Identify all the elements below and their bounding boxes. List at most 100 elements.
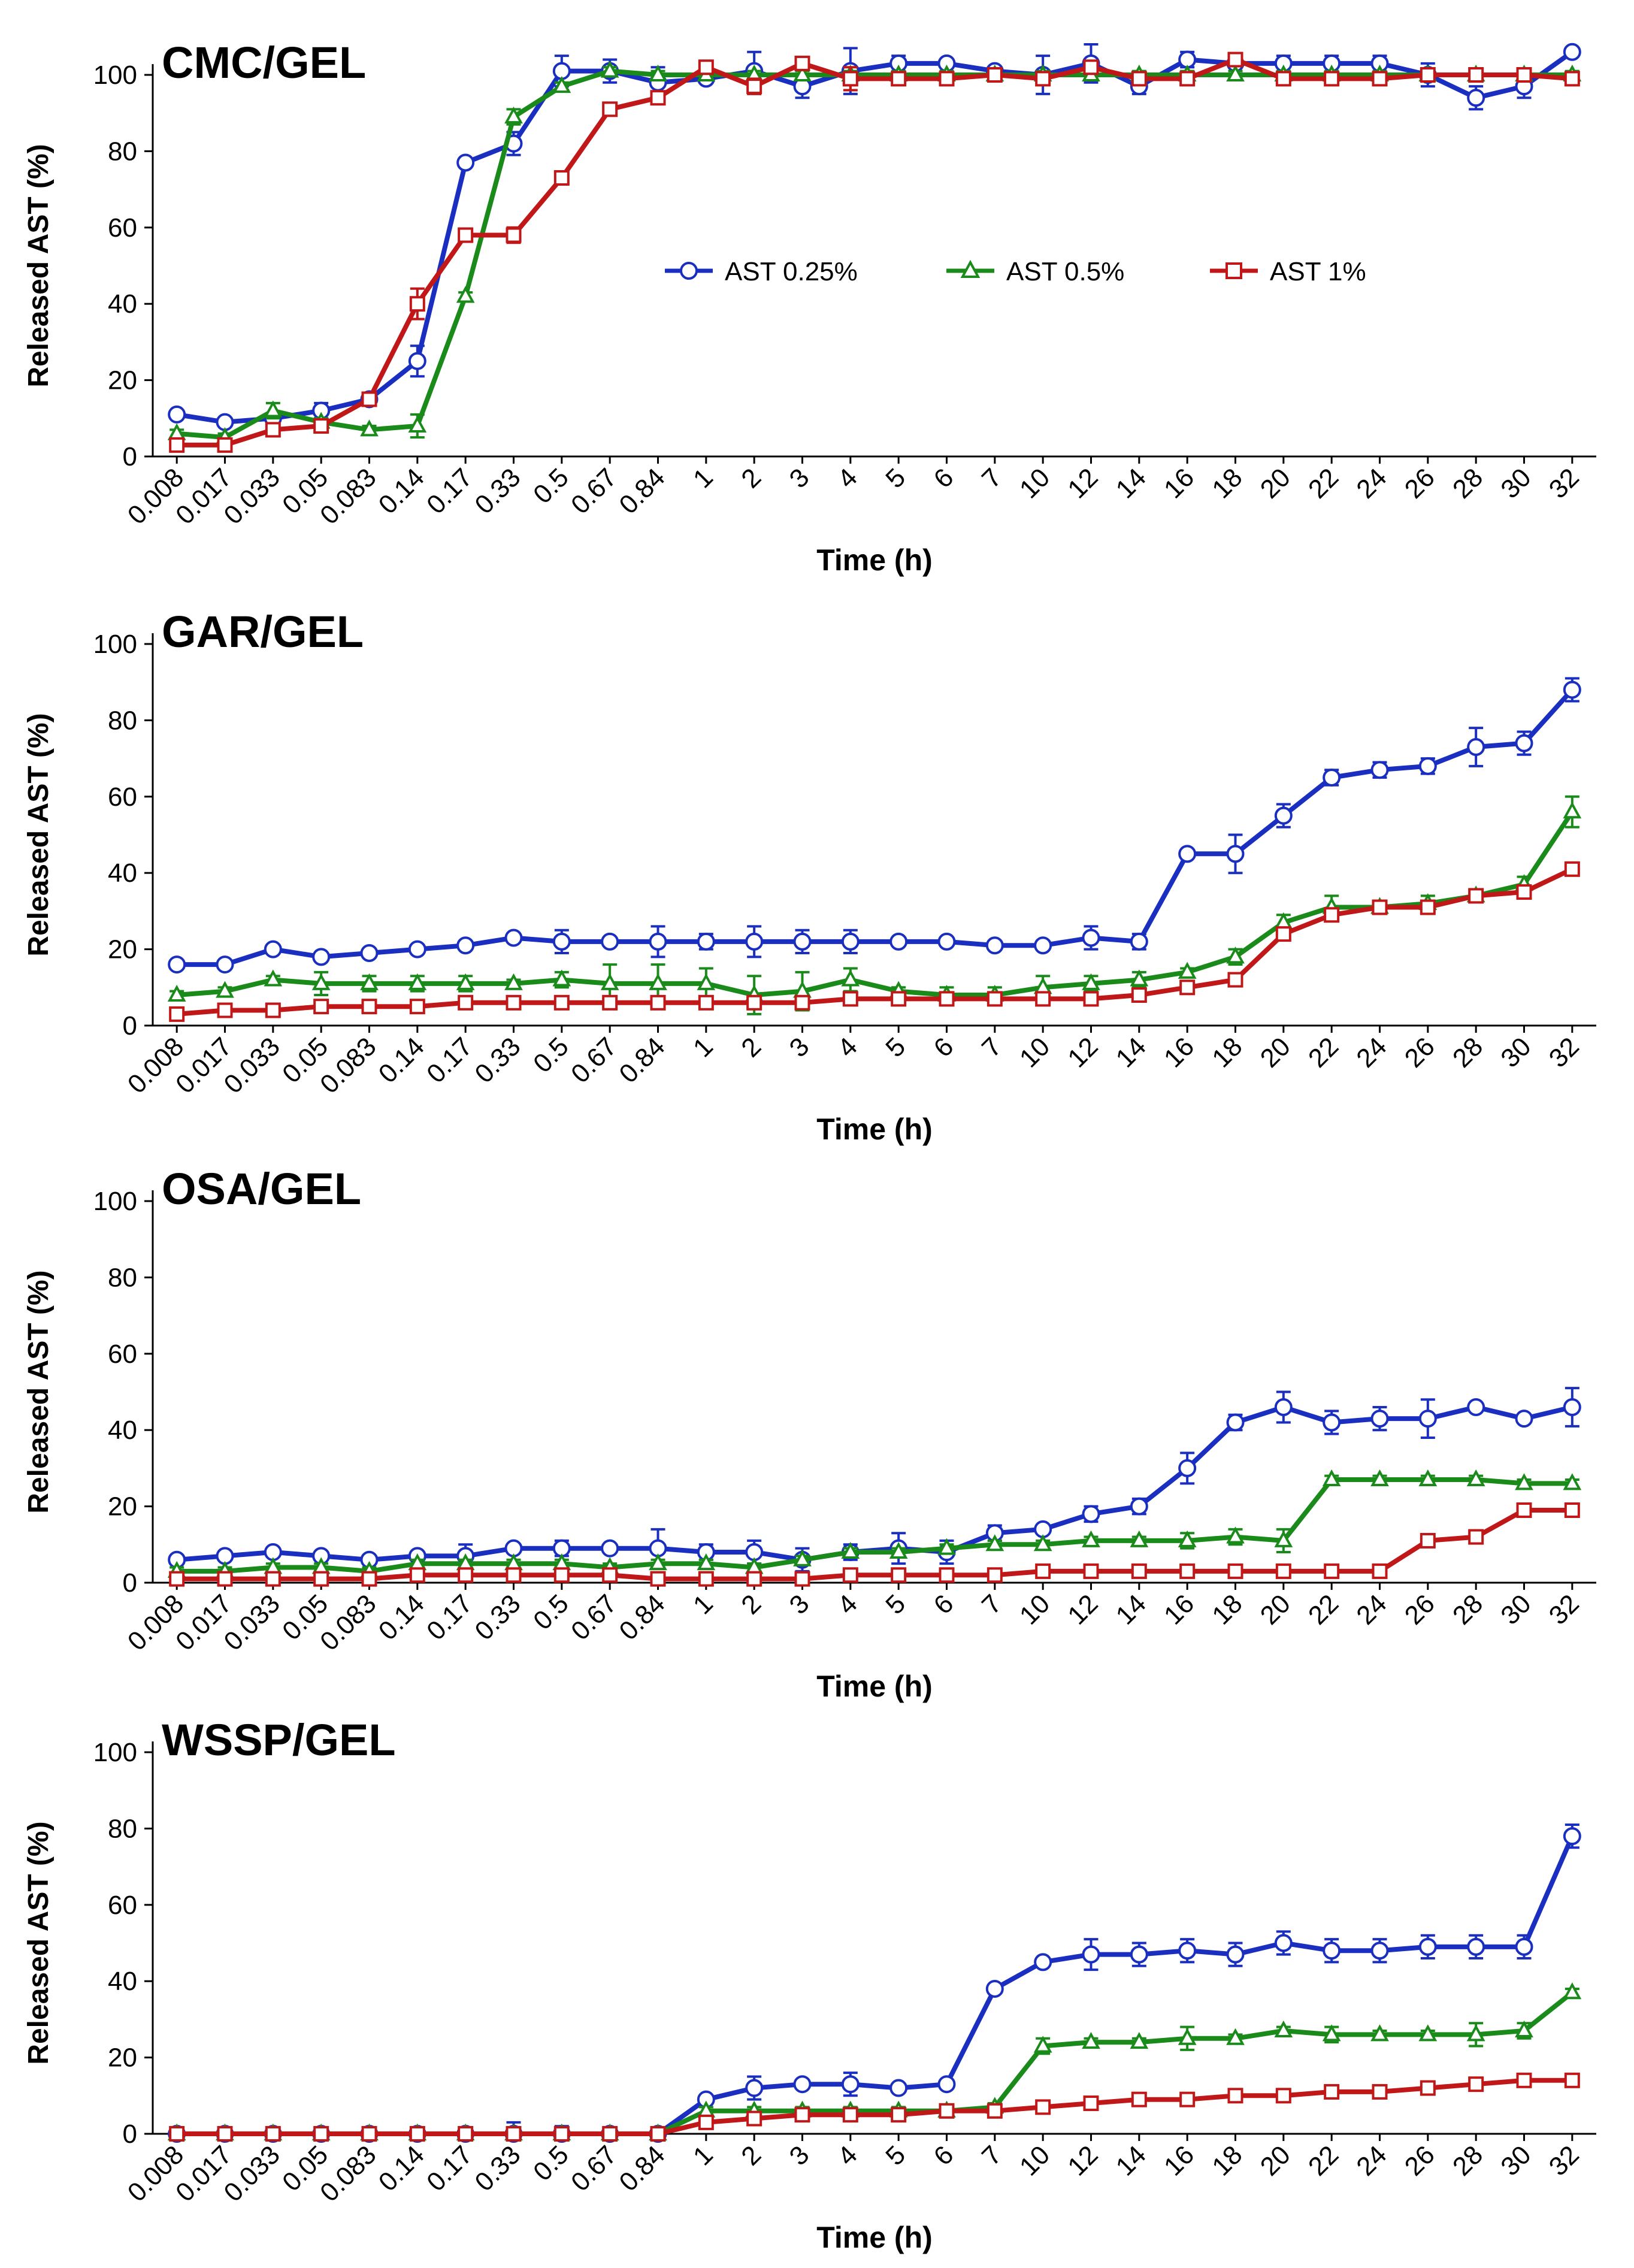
x-tick-label: 18 — [1206, 462, 1248, 504]
x-tick-label: 10 — [1014, 462, 1055, 504]
data-point — [841, 1541, 860, 1559]
data-point — [602, 101, 618, 117]
x-tick-label: 24 — [1351, 1589, 1392, 1630]
y-tick-label: 20 — [108, 1492, 137, 1522]
x-tick-label: 4 — [832, 2140, 863, 2171]
x-tick-label: 4 — [832, 1589, 863, 1620]
series-line — [176, 68, 1572, 440]
data-point — [1178, 961, 1197, 979]
data-point — [985, 936, 1004, 955]
data-point — [939, 991, 955, 1007]
data-point — [552, 969, 571, 987]
x-tick-label: 0.083 — [314, 462, 382, 530]
data-point — [1179, 979, 1196, 996]
x-tick-label: 0.033 — [218, 462, 286, 530]
x-tick-label: 30 — [1495, 2140, 1536, 2181]
data-point — [842, 1567, 858, 1583]
y-axis-label: Released AST (%) — [23, 1821, 55, 2064]
y-tick-label: 100 — [93, 630, 137, 659]
x-tick-label: 0.14 — [373, 1589, 430, 1646]
data-point — [169, 1006, 185, 1022]
data-point — [1083, 2095, 1099, 2112]
data-point — [1370, 2024, 1389, 2042]
data-point — [794, 994, 810, 1011]
data-point — [985, 1979, 1004, 1998]
data-point — [1515, 1937, 1533, 1956]
x-tick-label: 0.017 — [170, 462, 238, 530]
data-point — [698, 2114, 714, 2130]
data-point — [456, 973, 475, 990]
panel-wssp: WSSP/GEL 0 20 40 60 80 100 Released AST (%) 0.00… — [23, 1715, 1596, 2254]
y-tick-label: 80 — [108, 137, 137, 166]
legend-item-ast-025: AST 0.25% — [665, 257, 858, 286]
data-point — [698, 1571, 714, 1587]
x-tick-label: 0.083 — [314, 1589, 382, 1656]
data-point — [361, 2126, 377, 2142]
data-point — [1467, 89, 1485, 107]
data-point — [216, 955, 234, 974]
data-point — [1035, 991, 1051, 1007]
y-tick-label: 60 — [108, 213, 137, 243]
data-point — [1131, 1563, 1147, 1579]
x-tick-label: 5 — [880, 462, 911, 494]
data-point — [939, 2103, 955, 2119]
x-tick-label: 16 — [1158, 1032, 1200, 1073]
data-point — [264, 400, 283, 418]
chart-title: OSA/GEL — [162, 1164, 361, 1214]
data-point — [409, 296, 425, 312]
x-tick-label: 6 — [928, 2140, 960, 2171]
x-tick-label: 0.14 — [373, 2140, 430, 2197]
data-point — [1178, 1942, 1197, 1960]
series-2 — [167, 61, 1582, 444]
x-axis-label: Time (h) — [816, 1670, 933, 1703]
x-tick-label: 22 — [1303, 1032, 1344, 1073]
x-tick-label: 0.33 — [469, 1589, 526, 1646]
data-point — [987, 1567, 1003, 1583]
y-tick-label: 60 — [108, 1891, 137, 1920]
x-tick-label: 16 — [1158, 2140, 1200, 2181]
y-tick-label: 0 — [123, 2119, 137, 2149]
x-tick-label: 18 — [1206, 2140, 1248, 2181]
data-point — [1324, 1563, 1340, 1579]
data-point — [1082, 1945, 1100, 1964]
x-tick-label: 0.84 — [613, 2140, 670, 2197]
data-point — [408, 940, 426, 958]
y-tick-label: 40 — [108, 289, 137, 319]
data-point — [167, 984, 186, 1002]
x-tick-label: 32 — [1544, 462, 1585, 504]
data-point — [1323, 768, 1341, 787]
data-point — [312, 948, 331, 966]
data-point — [745, 2079, 764, 2097]
data-point — [1274, 2020, 1293, 2038]
data-point — [1033, 2036, 1052, 2053]
data-point — [1227, 972, 1243, 988]
data-point — [746, 1571, 762, 1587]
data-point — [1468, 2076, 1484, 2092]
data-point — [1083, 991, 1099, 1007]
y-tick-label: 40 — [108, 1967, 137, 1996]
data-point — [504, 973, 523, 990]
data-point — [1275, 1563, 1291, 1579]
x-axis-label: Time (h) — [816, 2221, 933, 2254]
data-point — [842, 2107, 858, 2123]
data-point — [1035, 2099, 1051, 2115]
x-tick-label: 0.5 — [528, 1589, 574, 1635]
x-tick-label: 0.14 — [373, 462, 430, 519]
x-tick-label: 30 — [1495, 1589, 1536, 1630]
data-point — [1370, 761, 1389, 779]
y-tick-label: 100 — [93, 1738, 137, 1767]
data-point — [169, 1571, 185, 1587]
y-axis-label: Released AST (%) — [23, 144, 55, 387]
data-point — [1178, 2028, 1197, 2045]
chart-title: WSSP/GEL — [162, 1715, 396, 1765]
data-point — [458, 994, 474, 1011]
data-point — [169, 2126, 185, 2142]
x-tick-label: 26 — [1399, 462, 1441, 504]
y-tick-label: 100 — [93, 61, 137, 90]
x-tick-label: 26 — [1399, 1032, 1441, 1073]
data-point — [458, 1567, 474, 1583]
data-point — [891, 1567, 907, 1583]
data-point — [458, 2126, 474, 2142]
data-point — [891, 71, 907, 87]
